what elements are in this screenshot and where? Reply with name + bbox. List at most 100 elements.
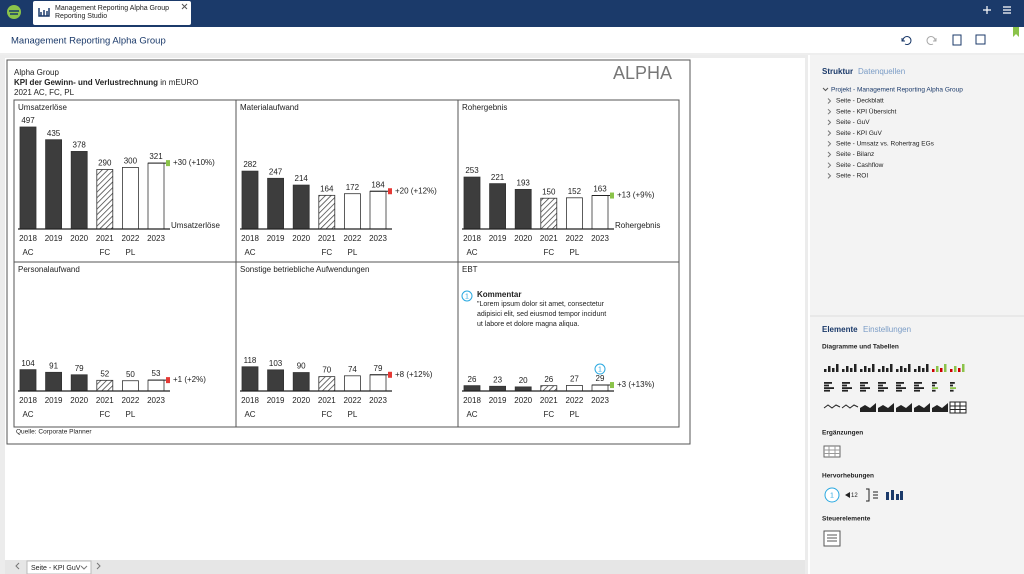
report-title: KPI der Gewinn- und Verlustrechnung in m… — [14, 78, 198, 87]
sidebar-tab[interactable]: Struktur — [822, 67, 853, 76]
chart-type-icon[interactable] — [824, 382, 834, 392]
section-title: Ergänzungen — [822, 430, 863, 437]
bookmark[interactable] — [1013, 27, 1019, 37]
chart-type-icon[interactable] — [950, 382, 956, 392]
chart-type-icon[interactable] — [896, 364, 911, 372]
chart-type-icon[interactable] — [824, 364, 839, 372]
undo[interactable] — [901, 36, 912, 45]
app-logo[interactable] — [7, 5, 21, 19]
icon-bar — [962, 364, 965, 372]
scenario-label: FC — [99, 248, 110, 257]
chart-type-icon[interactable] — [914, 382, 924, 392]
x-tick-label: 2019 — [45, 234, 63, 243]
x-tick-label: 2021 — [96, 234, 114, 243]
chart-type-icon[interactable] — [950, 364, 965, 372]
x-tick-label: 2022 — [566, 396, 584, 405]
tree-item[interactable]: Seite - ROI — [836, 173, 868, 180]
tab-close[interactable] — [181, 3, 188, 10]
chart-type-icon[interactable] — [932, 382, 938, 392]
elements-tab[interactable]: Einstellungen — [863, 325, 911, 334]
highlight-bars[interactable] — [886, 490, 903, 500]
highlight-arrow[interactable] — [845, 492, 850, 498]
document-tab[interactable] — [33, 1, 191, 25]
icon-bar — [842, 369, 845, 372]
scenario-label: AC — [466, 248, 477, 257]
tree-item[interactable]: Seite - Deckblatt — [836, 98, 884, 105]
icon-bar — [872, 364, 875, 372]
tree-item[interactable]: Seite - Umsatz vs. Rohertrag EGs — [836, 141, 935, 148]
tab-title: Management Reporting Alpha Group — [55, 5, 169, 12]
bar — [463, 385, 481, 392]
unit: in mEURO — [160, 78, 198, 87]
icon-area — [932, 403, 948, 412]
tree-chevron — [827, 140, 832, 147]
comment-marker — [594, 363, 606, 375]
redo[interactable] — [926, 36, 937, 45]
page-nav[interactable] — [15, 562, 101, 570]
save[interactable] — [975, 34, 986, 45]
chart-type-icon[interactable] — [949, 401, 967, 414]
table-icon[interactable] — [823, 445, 841, 458]
icon-bar — [878, 382, 886, 384]
tree-chevron — [827, 108, 832, 115]
tab-subtitle: Reporting Studio — [55, 13, 107, 20]
value-label: 70 — [322, 366, 331, 375]
chart-type-icon[interactable] — [914, 403, 930, 412]
tree-item[interactable]: Seite - KPI Übersicht — [836, 107, 897, 115]
icon-bar — [878, 384, 883, 387]
icon-bar — [860, 369, 863, 372]
control-icon[interactable] — [823, 530, 841, 547]
chart-type-icon[interactable] — [878, 382, 888, 392]
chart-type-icon[interactable] — [860, 364, 875, 372]
chart-type-icon[interactable] — [914, 364, 929, 372]
delta-marker — [388, 188, 392, 195]
elements-tab[interactable]: Elemente — [822, 325, 858, 334]
icon-bar — [922, 368, 925, 372]
tree-item[interactable]: Seite - KPI GuV — [836, 130, 883, 137]
page-tab[interactable] — [26, 560, 92, 574]
value-label: 23 — [493, 375, 502, 384]
company: Alpha Group — [14, 68, 59, 77]
new-page[interactable] — [952, 34, 962, 46]
icon-bar — [860, 384, 865, 387]
tree-root[interactable]: Projekt - Management Reporting Alpha Gro… — [831, 87, 963, 94]
icon-bar — [914, 387, 924, 389]
chart-type-icon[interactable] — [842, 382, 852, 392]
chart-type-icon[interactable] — [841, 404, 859, 409]
chart-type-icon[interactable] — [896, 382, 906, 392]
chart-type-icon[interactable] — [878, 364, 893, 372]
x-tick-label: 2020 — [514, 396, 532, 405]
icon-bar — [846, 366, 849, 372]
tree-item[interactable]: Seite - Bilanz — [836, 151, 874, 158]
icon-bar — [932, 384, 935, 387]
page-tab-dropdown[interactable] — [80, 565, 88, 570]
chart-type-icon[interactable] — [932, 364, 947, 372]
chart-type-icon[interactable] — [878, 403, 894, 412]
sidebar-tab[interactable]: Datenquellen — [858, 67, 905, 76]
x-tick-label: 2018 — [19, 234, 37, 243]
chart-type-icon[interactable] — [932, 403, 948, 412]
bar — [566, 385, 583, 392]
top-actions[interactable] — [983, 6, 1011, 14]
chart-type-icon[interactable] — [823, 404, 841, 409]
scenario-label: FC — [543, 410, 554, 419]
chart-type-icon[interactable] — [896, 403, 912, 412]
icon-bar — [896, 382, 904, 384]
delta-marker — [166, 377, 170, 384]
chart-type-icon[interactable] — [860, 382, 870, 392]
icon-bar — [932, 369, 935, 372]
highlight-circle[interactable] — [824, 487, 840, 503]
highlight-bracket[interactable] — [866, 488, 878, 502]
tree-toggle[interactable] — [822, 87, 829, 92]
icon-line — [841, 404, 859, 409]
x-tick-label: 2022 — [122, 396, 140, 405]
section-title: Hervorhebungen — [822, 473, 874, 480]
tree-item[interactable]: Seite - Cashflow — [836, 162, 884, 169]
tree-item[interactable]: Seite - GuV — [836, 119, 870, 126]
chart-type-icon[interactable] — [860, 403, 876, 412]
delta-label: +30 (+10%) — [173, 158, 215, 167]
chart-type-icon[interactable] — [842, 364, 857, 372]
delta-marker — [610, 382, 614, 389]
icon-bar — [950, 389, 954, 392]
value-label: 247 — [269, 167, 283, 176]
